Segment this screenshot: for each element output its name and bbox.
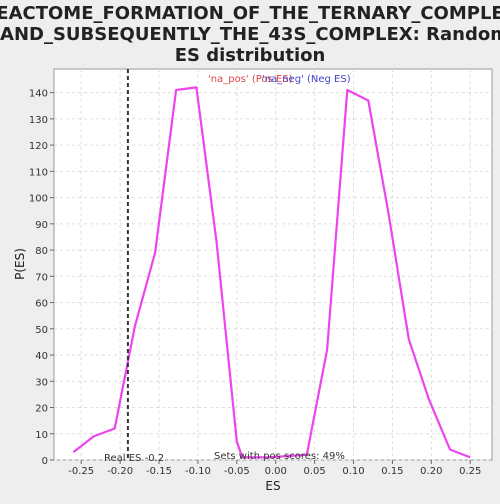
- title-line-3: ES distribution: [175, 45, 326, 66]
- x-tick-label: 0.00: [265, 466, 287, 477]
- chart-title: REACTOME_FORMATION_OF_THE_TERNARY_COMPLE…: [0, 3, 500, 66]
- title-line-1: REACTOME_FORMATION_OF_THE_TERNARY_COMPLE…: [0, 3, 500, 24]
- es-distribution-line: [72, 86, 471, 459]
- x-tick-label: -0.20: [107, 466, 133, 477]
- y-tick-label: 130: [29, 115, 48, 126]
- y-tick-label: 90: [35, 220, 48, 231]
- x-tick-label: -0.10: [185, 466, 211, 477]
- x-tick-label: 0.15: [381, 466, 403, 477]
- legend-entry-pos: 'na_pos' (Pos ES): [208, 74, 293, 85]
- x-tick-label: -0.15: [146, 466, 172, 477]
- y-tick-label: 30: [35, 377, 48, 388]
- x-tick-label: -0.05: [224, 466, 250, 477]
- y-tick-label: 40: [35, 351, 48, 362]
- y-tick-label: 80: [35, 246, 48, 257]
- y-tick-label: 50: [35, 325, 48, 336]
- x-tick-label: 0.25: [459, 466, 481, 477]
- y-tick-label: 140: [29, 89, 48, 100]
- x-axis-label: ES: [265, 479, 280, 493]
- pos-scores-annotation: Sets with pos scores: 49%: [214, 451, 345, 462]
- x-tick-label: -0.25: [68, 466, 94, 477]
- legend: 'na_pos' (Pos ES) 'na_neg' (Neg ES): [208, 74, 351, 85]
- x-tick-label: 0.20: [420, 466, 442, 477]
- y-tick-label: 60: [35, 299, 48, 310]
- legend-entry-neg: 'na_neg' (Neg ES): [262, 74, 351, 85]
- y-axis-label: P(ES): [13, 248, 27, 280]
- x-tick-label: 0.10: [342, 466, 364, 477]
- y-tick-label: 0: [42, 456, 48, 467]
- y-tick-label: 10: [35, 430, 48, 441]
- y-tick-label: 20: [35, 404, 48, 415]
- y-tick-label: 110: [29, 167, 48, 178]
- y-tick-label: 100: [29, 194, 48, 205]
- series-layer: [72, 86, 471, 459]
- title-line-2: _AND_SUBSEQUENTLY_THE_43S_COMPLEX: Rando…: [0, 24, 500, 45]
- y-tick-label: 120: [29, 141, 48, 152]
- axes: -0.25 -0.20 -0.15 -0.10 -0.05 0.00 0.05 0.10 0.1…: [29, 89, 481, 477]
- real-es-label: Real ES -0.2: [104, 453, 164, 464]
- x-tick-label: 0.05: [303, 466, 325, 477]
- y-tick-label: 70: [35, 272, 48, 283]
